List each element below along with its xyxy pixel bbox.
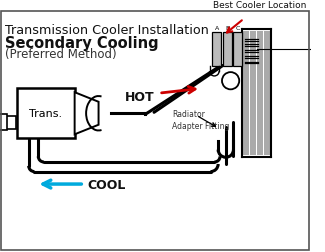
- Text: COOL: COOL: [87, 178, 125, 191]
- Polygon shape: [75, 93, 98, 135]
- Text: C: C: [236, 26, 240, 31]
- Bar: [250, 32, 253, 156]
- Text: Best Cooler Location: Best Cooler Location: [214, 1, 307, 10]
- Text: HOT: HOT: [124, 91, 154, 104]
- Bar: [257, 32, 260, 156]
- Bar: [264, 32, 267, 156]
- Bar: [253, 32, 256, 156]
- Bar: [267, 32, 270, 156]
- Bar: [260, 32, 263, 156]
- Bar: [6, 117, 16, 129]
- Circle shape: [222, 73, 239, 90]
- Bar: [242, 32, 246, 156]
- Text: Secondary Cooling: Secondary Cooling: [5, 36, 158, 51]
- Bar: [17, 89, 75, 139]
- Bar: [246, 32, 249, 156]
- Text: Transmission Cooler Installation: Transmission Cooler Installation: [5, 24, 209, 37]
- Bar: [213, 33, 221, 67]
- Bar: [223, 33, 231, 67]
- Text: (Preferred Method): (Preferred Method): [5, 48, 116, 61]
- Text: Radiator
Adapter Fitting: Radiator Adapter Fitting: [172, 110, 229, 130]
- Bar: [233, 33, 242, 67]
- Text: B: B: [225, 26, 229, 31]
- Text: Trans.: Trans.: [29, 109, 62, 119]
- Bar: [0, 115, 7, 131]
- Text: A: A: [214, 26, 219, 31]
